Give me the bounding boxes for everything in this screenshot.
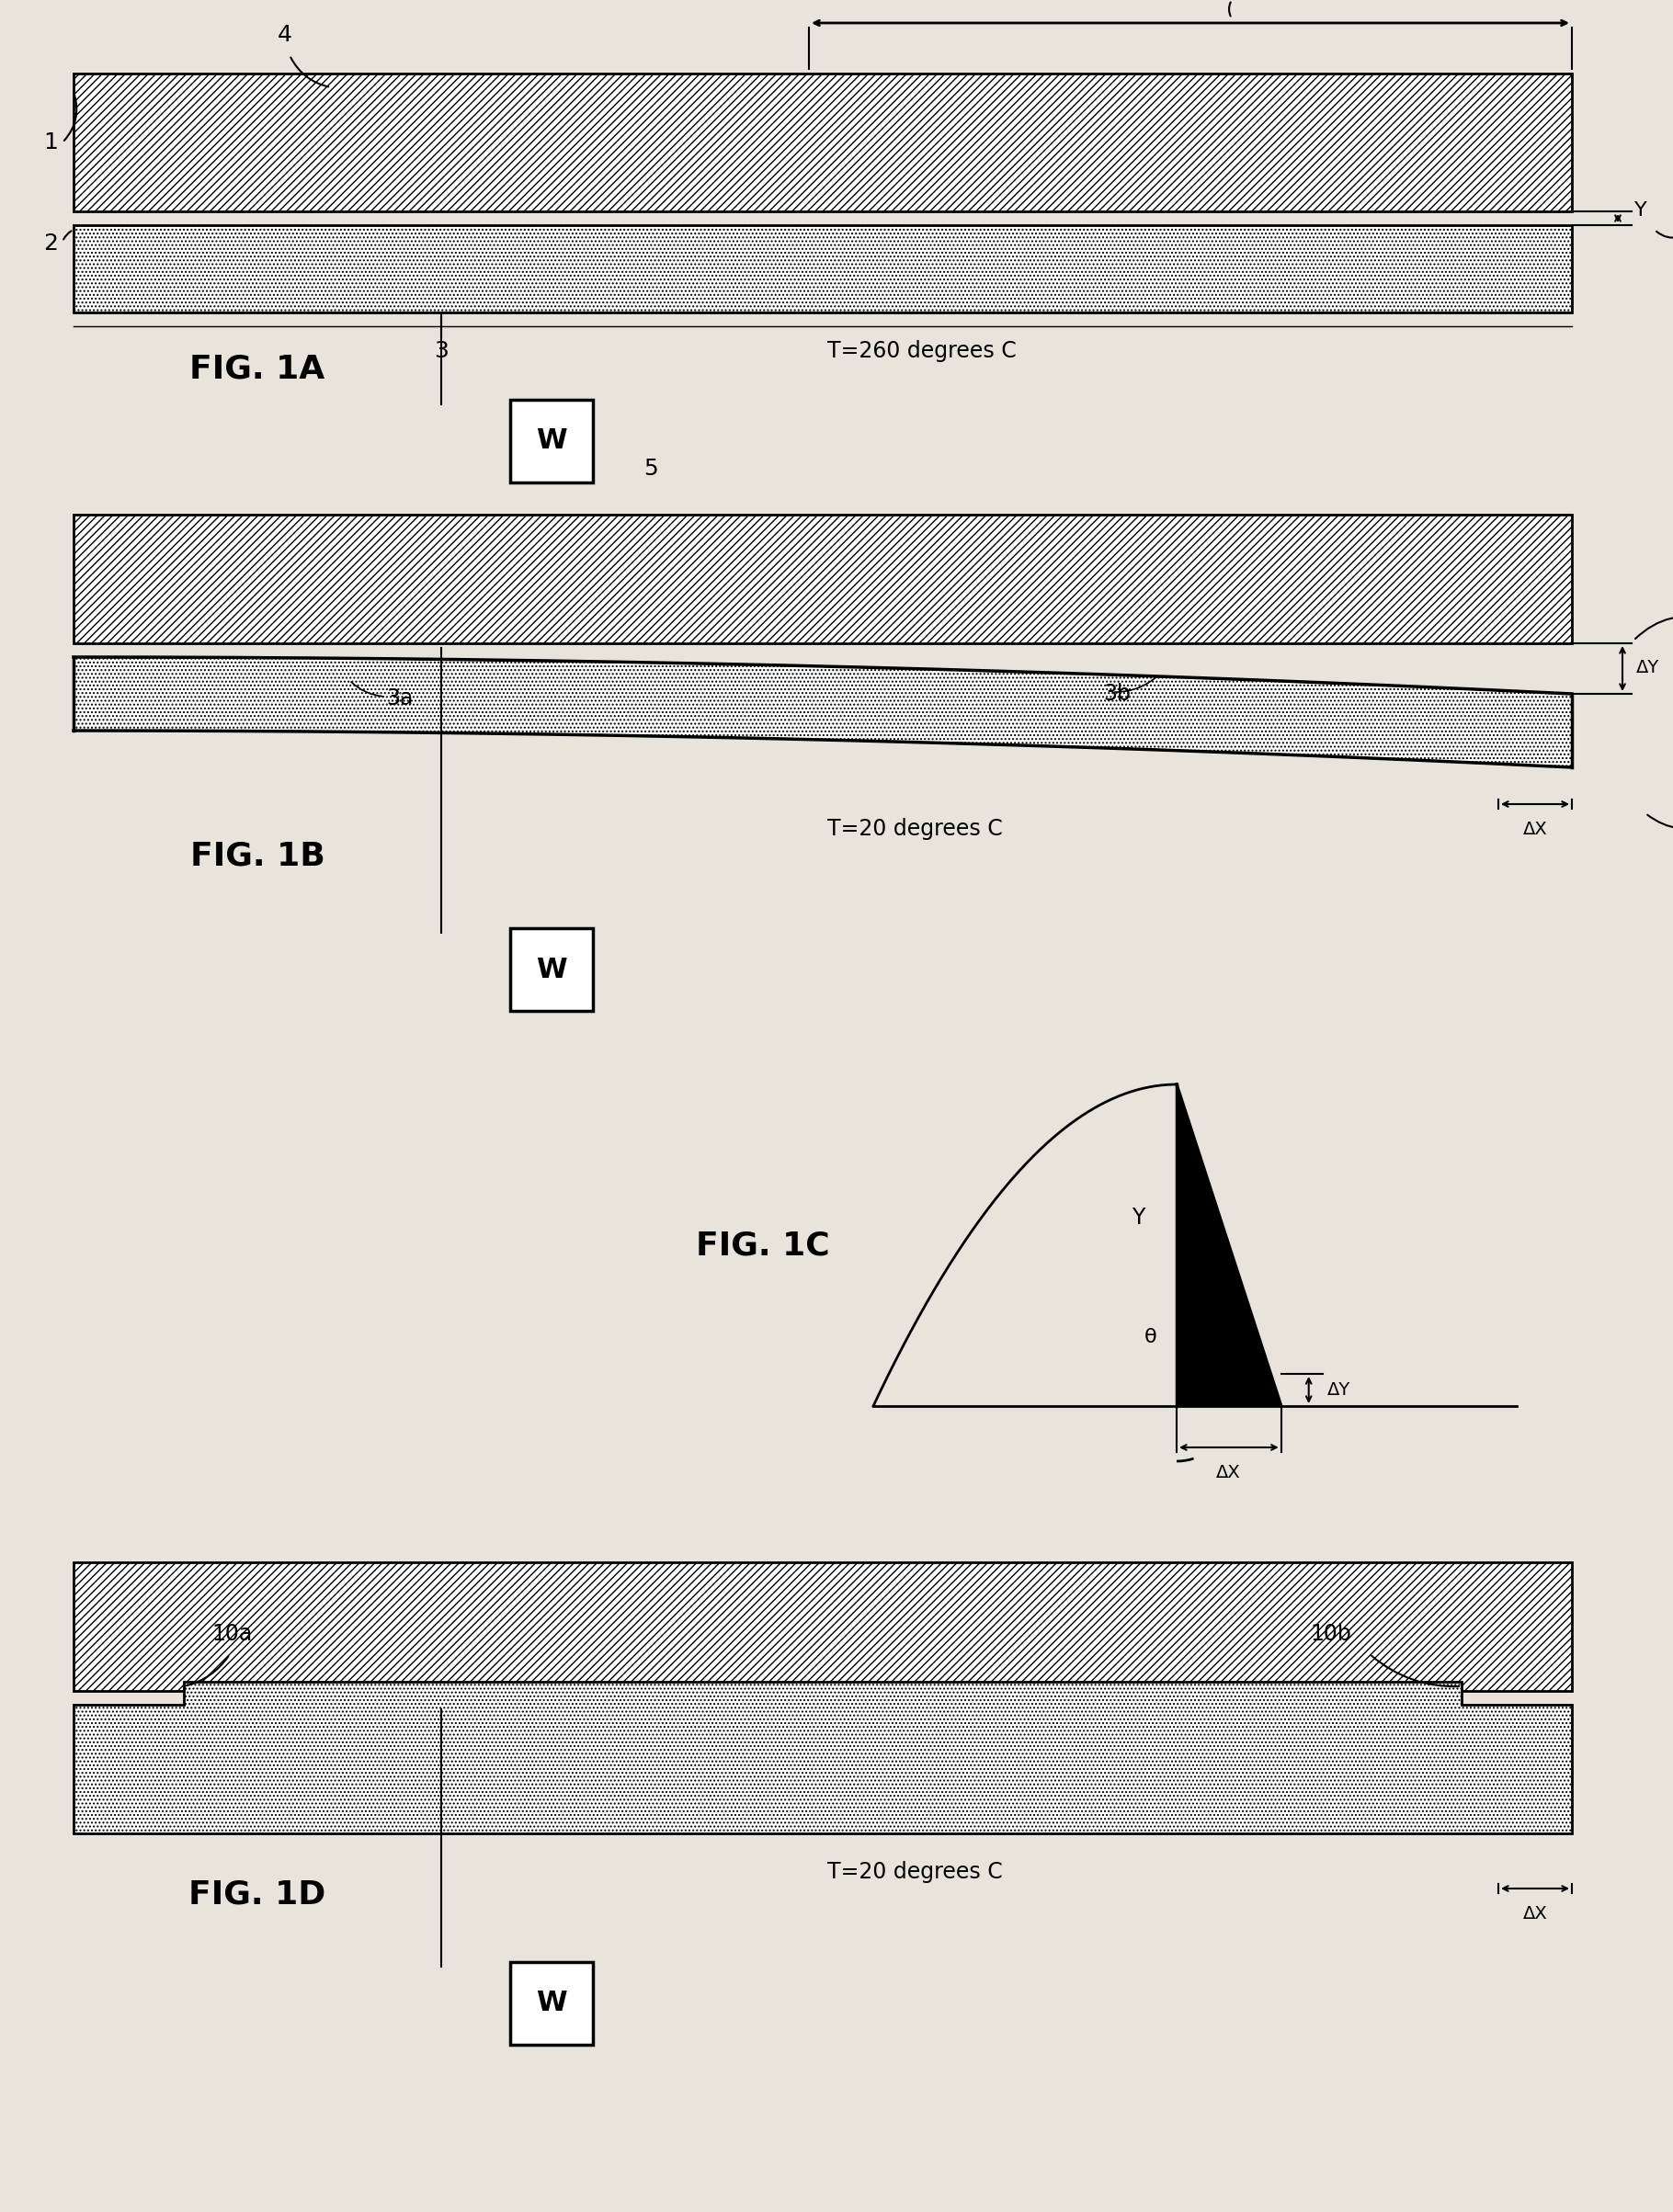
Text: 10a: 10a (211, 1624, 253, 1646)
Text: ΔX: ΔX (1522, 821, 1548, 838)
Text: 3: 3 (433, 341, 448, 363)
Text: ΔY: ΔY (1327, 1382, 1350, 1400)
Text: Y: Y (1635, 201, 1646, 219)
Bar (510, 400, 592, 482)
Text: FIG. 1A: FIG. 1A (189, 354, 325, 385)
Text: X: X (1183, 0, 1198, 4)
Bar (74, 1562, 1573, 1690)
Text: 2: 2 (43, 232, 59, 254)
Text: W: W (535, 956, 567, 982)
Text: T=260 degrees C: T=260 degrees C (828, 341, 1017, 363)
Text: W: W (535, 427, 567, 453)
Text: 10b: 10b (1310, 1624, 1352, 1646)
Text: 3b: 3b (1103, 684, 1131, 706)
Text: T=20 degrees C: T=20 degrees C (828, 1860, 1002, 1882)
Bar (74, 515, 1573, 644)
Polygon shape (1176, 1084, 1282, 1407)
Text: 1: 1 (43, 131, 59, 153)
Text: FIG. 1B: FIG. 1B (191, 841, 325, 872)
Bar (74, 226, 1573, 312)
Text: θ: θ (1144, 1327, 1158, 1347)
Bar (510, 1962, 592, 2044)
Text: 3a: 3a (386, 688, 413, 710)
Text: ΔX: ΔX (1216, 1464, 1240, 1482)
Bar (74, 73, 1573, 212)
Text: 4: 4 (278, 24, 293, 46)
Text: ΔY: ΔY (1636, 659, 1660, 677)
Polygon shape (74, 1681, 1573, 1834)
Text: FIG. 1D: FIG. 1D (189, 1880, 326, 1911)
Text: 5: 5 (644, 458, 657, 480)
Text: ΔX: ΔX (1522, 1905, 1548, 1922)
Polygon shape (74, 657, 1573, 768)
Text: Y: Y (1131, 1206, 1144, 1228)
Text: FIG. 1C: FIG. 1C (696, 1230, 830, 1261)
Text: W: W (535, 1991, 567, 2017)
Text: T=20 degrees C: T=20 degrees C (828, 818, 1002, 841)
Bar (510, 929, 592, 1011)
